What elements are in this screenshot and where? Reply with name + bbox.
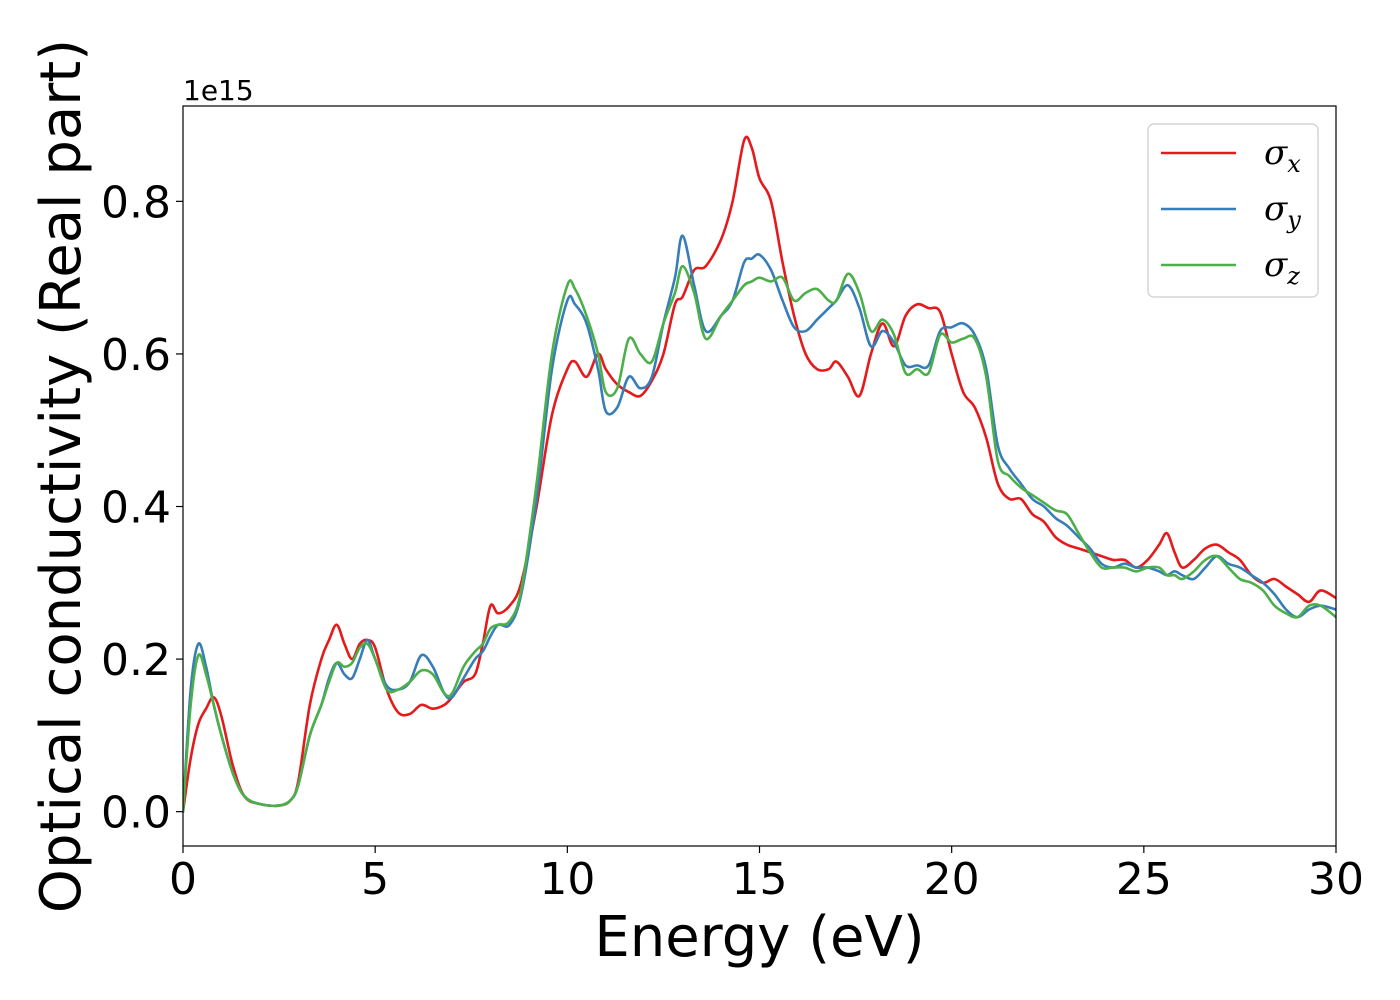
x-axis-title: Energy (eV) (594, 905, 924, 970)
x-tick-label: 0 (169, 854, 197, 905)
legend-label-x: σx (1264, 133, 1301, 178)
legend-symbol: σ (1264, 133, 1288, 173)
y-axis-title: Optical conductivity (Real part) (29, 39, 94, 913)
series-group (183, 135, 1336, 813)
x-tick-label: 30 (1308, 854, 1364, 905)
y-tick-label: 0.0 (101, 788, 171, 839)
legend-symbol: σ (1264, 189, 1288, 229)
y-axis: 0.0 0.2 0.4 0.6 0.8 (101, 177, 183, 839)
legend-subscript: y (1286, 206, 1301, 234)
x-tick-label: 5 (361, 854, 389, 905)
y-tick-label: 0.4 (101, 483, 171, 534)
x-axis: 0 5 10 15 20 25 30 (169, 846, 1364, 905)
y-tick-label: 0.8 (101, 177, 171, 228)
x-tick-label: 20 (924, 854, 980, 905)
y-tick-label: 0.6 (101, 330, 171, 381)
x-tick-label: 15 (732, 854, 788, 905)
x-tick-label: 10 (539, 854, 595, 905)
y-tick-label: 0.2 (101, 635, 171, 686)
legend-symbol: σ (1264, 245, 1288, 285)
legend-subscript: x (1287, 150, 1301, 178)
y-offset-text: 1e15 (183, 74, 254, 107)
legend-subscript: z (1286, 262, 1300, 290)
x-tick-label: 25 (1116, 854, 1172, 905)
series-line-y (183, 234, 1336, 813)
series-line-z (183, 264, 1336, 813)
legend-label-z: σz (1264, 245, 1300, 290)
legend-frame (1147, 123, 1319, 298)
legend-label-y: σy (1264, 189, 1301, 234)
